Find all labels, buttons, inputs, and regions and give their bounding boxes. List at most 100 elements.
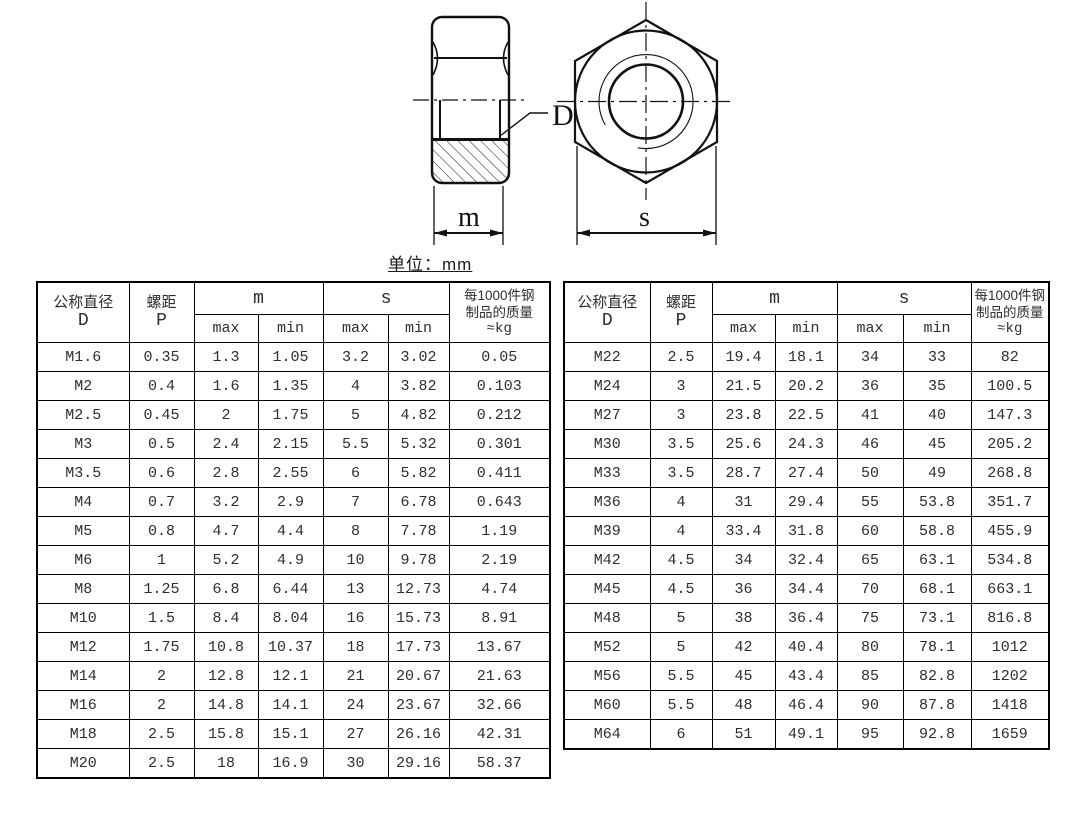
table-cell: M3.5 — [36, 458, 130, 488]
table-cell: 23.8 — [711, 400, 776, 430]
table-cell: 4.5 — [649, 574, 713, 604]
table-cell: 27.4 — [774, 458, 838, 488]
table-cell: 351.7 — [970, 487, 1050, 517]
table-header: 公称直径 D 螺距 P m s 每1000件钢 制品的质量 ≈kg max mi… — [563, 281, 1050, 343]
table-cell: 1.75 — [257, 400, 324, 430]
m-arrow-right — [490, 229, 503, 237]
header-diameter-symbol: D — [601, 311, 613, 331]
table-cell: 3 — [649, 400, 713, 430]
table-cell: 46 — [836, 429, 904, 459]
table-cell: 0.05 — [448, 342, 551, 372]
table-row: M1.6 0.35 1.3 1.05 3.2 3.02 0.05 — [36, 342, 551, 372]
header-pitch: 螺距 P — [649, 281, 713, 343]
table-cell: 4 — [649, 516, 713, 546]
m-arrow-left — [434, 229, 447, 237]
table-cell: 23.67 — [387, 690, 450, 720]
header-s-min: min — [387, 314, 450, 343]
table-cell: 18 — [322, 632, 389, 662]
table-row: M64 6 51 49.1 95 92.8 1659 — [563, 719, 1050, 750]
table-cell: 0.35 — [128, 342, 195, 372]
thread-circle-arc — [598, 54, 694, 150]
table-cell: 13 — [322, 574, 389, 604]
table-cell: 268.8 — [970, 458, 1050, 488]
table-row: M3 0.5 2.4 2.15 5.5 5.32 0.301 — [36, 429, 551, 459]
table-cell: 3 — [649, 371, 713, 401]
table-cell: 45 — [711, 661, 776, 691]
s-arrow-left — [577, 229, 590, 237]
table-cell: 10.8 — [193, 632, 259, 662]
table-row: M36 4 31 29.4 55 53.8 351.7 — [563, 487, 1050, 517]
table-cell: 82 — [970, 342, 1050, 372]
table-row: M48 5 38 36.4 75 73.1 816.8 — [563, 603, 1050, 633]
table-cell: 816.8 — [970, 603, 1050, 633]
table-cell: M8 — [36, 574, 130, 604]
table-cell: 90 — [836, 690, 904, 720]
table-cell: 1.05 — [257, 342, 324, 372]
table-cell: 663.1 — [970, 574, 1050, 604]
table-cell: 6.44 — [257, 574, 324, 604]
table-cell: 40.4 — [774, 632, 838, 662]
table-cell: 1 — [128, 545, 195, 575]
table-cell: 34 — [711, 545, 776, 575]
table-row: M12 1.75 10.8 10.37 18 17.73 13.67 — [36, 632, 551, 662]
table-cell: 0.6 — [128, 458, 195, 488]
table-body-right: M22 2.5 19.4 18.1 34 33 82 M24 3 21.5 20.2 36 35 100.… — [563, 342, 1050, 750]
header-pitch-symbol: P — [675, 311, 687, 331]
header-m-min: min — [257, 314, 324, 343]
table-cell: M18 — [36, 719, 130, 749]
table-row: M8 1.25 6.8 6.44 13 12.73 4.74 — [36, 574, 551, 604]
table-cell: 1.75 — [128, 632, 195, 662]
table-row: M33 3.5 28.7 27.4 50 49 268.8 — [563, 458, 1050, 488]
table-cell: 92.8 — [902, 719, 972, 750]
header-pitch-symbol: P — [156, 311, 167, 331]
table-cell: 80 — [836, 632, 904, 662]
table-cell: M20 — [36, 748, 130, 779]
table-cell: 85 — [836, 661, 904, 691]
table-cell: 34 — [836, 342, 904, 372]
table-cell: 35 — [902, 371, 972, 401]
table-cell: 1.35 — [257, 371, 324, 401]
table-cell: 1.5 — [128, 603, 195, 633]
header-m-max: max — [193, 314, 259, 343]
table-cell: 58.8 — [902, 516, 972, 546]
table-cell: 21 — [322, 661, 389, 691]
table-cell: 4 — [649, 487, 713, 517]
table-row: M20 2.5 18 16.9 30 29.16 58.37 — [36, 748, 551, 779]
table-cell: 5 — [322, 400, 389, 430]
bore-diameter-label: D — [552, 99, 574, 132]
d-leader-line — [499, 112, 548, 137]
table-cell: 29.16 — [387, 748, 450, 779]
table-row: M6 1 5.2 4.9 10 9.78 2.19 — [36, 545, 551, 575]
hatch-section — [431, 139, 510, 184]
m-dimension-label: m — [458, 202, 480, 233]
table-cell: 34.4 — [774, 574, 838, 604]
header-mass-line1: 每1000件钢 — [463, 288, 535, 303]
header-mass: 每1000件钢 制品的质量 ≈kg — [448, 281, 551, 343]
header-m-group: m — [193, 281, 324, 315]
table-cell: 31 — [711, 487, 776, 517]
table-cell: M16 — [36, 690, 130, 720]
table-cell: M10 — [36, 603, 130, 633]
table-cell: 48 — [711, 690, 776, 720]
table-row: M22 2.5 19.4 18.1 34 33 82 — [563, 342, 1050, 372]
table-cell: 6 — [322, 458, 389, 488]
table-cell: 6 — [649, 719, 713, 750]
table-cell: 5.5 — [649, 661, 713, 691]
header-s-min: min — [902, 314, 972, 343]
table-row: M2.5 0.45 2 1.75 5 4.82 0.212 — [36, 400, 551, 430]
table-cell: 3.82 — [387, 371, 450, 401]
table-cell: 0.8 — [128, 516, 195, 546]
header-mass-line1: 每1000件钢 — [974, 288, 1046, 303]
table-cell: 5.32 — [387, 429, 450, 459]
table-cell: 12.8 — [193, 661, 259, 691]
table-row: M5 0.8 4.7 4.4 8 7.78 1.19 — [36, 516, 551, 546]
table-cell: 49 — [902, 458, 972, 488]
table-row: M52 5 42 40.4 80 78.1 1012 — [563, 632, 1050, 662]
table-cell: 1659 — [970, 719, 1050, 750]
table-cell: M1.6 — [36, 342, 130, 372]
table-cell: 41 — [836, 400, 904, 430]
table-cell: 25.6 — [711, 429, 776, 459]
header-mass-unit: ≈kg — [486, 321, 512, 337]
table-cell: 20.67 — [387, 661, 450, 691]
table-cell: 55 — [836, 487, 904, 517]
